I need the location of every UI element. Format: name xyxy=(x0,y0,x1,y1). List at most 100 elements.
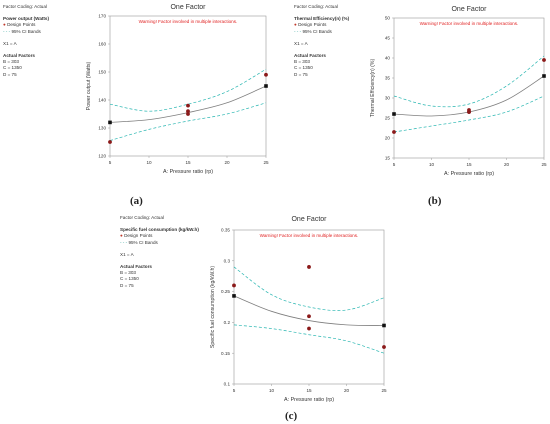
end-marker xyxy=(264,84,268,88)
factor-d: D = 75 xyxy=(3,71,17,77)
factor-c: C = 1350 xyxy=(120,276,139,282)
chart-title: One Factor xyxy=(170,4,206,11)
ci-upper-band xyxy=(393,55,545,108)
x-tick-label: 10 xyxy=(146,160,152,165)
design-point xyxy=(382,345,386,349)
y-tick-label: 150 xyxy=(98,70,106,75)
design-points-label: Design Points xyxy=(298,22,327,28)
factor-coding-label: Factor Coding: Actual xyxy=(120,215,164,220)
factor-b: B = 303 xyxy=(120,270,136,276)
design-point-icon: ● xyxy=(120,233,123,239)
design-points-label: Design Points xyxy=(7,22,36,28)
design-point xyxy=(186,103,190,108)
chart-thermal-efficiency: One Factor Warning! Factor involved in mu… xyxy=(370,6,547,177)
ci-upper-band xyxy=(109,68,267,112)
panel-letter-a: (a) xyxy=(130,195,143,207)
design-point xyxy=(186,112,190,116)
y-tick-label: 170 xyxy=(98,14,106,19)
factor-c: C = 1350 xyxy=(294,65,313,71)
x-axis-label: A: Pressure ratio (rp) xyxy=(444,171,494,177)
x-tick-label: 10 xyxy=(269,388,275,393)
x-axis-label: A: Pressure ratio (rp) xyxy=(163,169,213,175)
y-tick-label: 50 xyxy=(385,16,391,21)
plot-frame xyxy=(109,15,267,157)
x-tick-label: 5 xyxy=(233,388,236,393)
chart-specific-fuel-consumption: One Factor Warning! Factor involved in mu… xyxy=(210,216,387,403)
y-tick-label: 30 xyxy=(385,96,391,101)
fit-line xyxy=(233,295,385,326)
ci-lower-band xyxy=(393,95,545,133)
x-tick-label: 25 xyxy=(381,388,387,393)
factor-c: C = 1350 xyxy=(3,65,22,71)
ci-dash-icon: - - - xyxy=(3,28,11,34)
panel-letter-c: (c) xyxy=(285,410,298,422)
plot-frame xyxy=(393,17,545,159)
factor-b: B = 303 xyxy=(3,59,19,65)
y-tick-label: 25 xyxy=(385,116,391,121)
y-tick-label: 120 xyxy=(98,154,106,159)
factor-d: D = 75 xyxy=(294,71,308,77)
x-tick-label: 10 xyxy=(429,162,435,167)
x-tick-label: 20 xyxy=(344,388,350,393)
panel-letter-b: (b) xyxy=(428,195,442,207)
design-point xyxy=(392,130,396,134)
x1-label: X1 = A xyxy=(120,251,134,257)
y-tick-label: 0.2 xyxy=(224,320,231,325)
factor-coding-label: Factor Coding: Actual xyxy=(3,4,47,9)
y-axis-label: Thermal Efficiency(n) (%) xyxy=(370,59,376,118)
design-point xyxy=(307,314,311,319)
actual-factors-title: Actual Factors xyxy=(294,53,326,59)
design-point xyxy=(108,140,112,144)
end-marker xyxy=(232,294,236,298)
x-tick-label: 15 xyxy=(466,162,472,167)
x-tick-label: 20 xyxy=(224,160,230,165)
x-axis-label: A: Pressure ratio (rp) xyxy=(284,397,334,403)
warning-text: Warning! Factor involved in multiple int… xyxy=(420,21,519,26)
legend-panel-c: Factor Coding: Actual Specific fuel cons… xyxy=(120,215,199,289)
y-tick-label: 0.1 xyxy=(224,382,231,387)
design-point xyxy=(307,265,311,269)
y-tick-label: 45 xyxy=(385,36,391,41)
ci-bands-label: 95% CI Bands xyxy=(11,28,41,34)
y-tick-label: 0.35 xyxy=(221,228,230,233)
legend-panel-b: Factor Coding: Actual Thermal Efficiency… xyxy=(294,4,349,78)
y-tick-label: 0.15 xyxy=(221,351,230,356)
y-axis-label: Power output (Watts) xyxy=(86,61,92,110)
actual-factors-title: Actual Factors xyxy=(3,53,35,59)
warning-text: Warning! Factor involved in multiple int… xyxy=(260,233,359,238)
ci-lower-band xyxy=(233,324,385,354)
warning-text: Warning! Factor involved in multiple int… xyxy=(139,19,238,24)
x-tick-label: 20 xyxy=(504,162,510,167)
x-tick-label: 5 xyxy=(109,160,112,165)
end-marker xyxy=(392,112,396,116)
y-tick-label: 40 xyxy=(385,56,391,61)
chart-title: One Factor xyxy=(291,216,327,223)
ci-lower-band xyxy=(109,102,267,141)
response-name: Power output (Watts) xyxy=(3,16,50,22)
y-tick-label: 160 xyxy=(98,42,106,47)
x1-label: X1 = A xyxy=(3,40,17,46)
response-name: Specific fuel consumption (kg/kW.h) xyxy=(120,227,199,233)
y-tick-label: 0.25 xyxy=(221,289,230,294)
ci-bands-label: 95% CI Bands xyxy=(302,28,332,34)
y-axis-label: Specific fuel consumption (kg/kW.h) xyxy=(210,266,216,348)
design-point xyxy=(542,58,546,62)
ci-dash-icon: - - - xyxy=(120,239,128,245)
y-tick-label: 0.3 xyxy=(224,258,231,263)
y-tick-label: 15 xyxy=(385,156,391,161)
factor-b: B = 303 xyxy=(294,59,310,65)
legend-panel-a: Factor Coding: Actual Power output (Watt… xyxy=(3,4,49,78)
x1-label: X1 = A xyxy=(294,40,308,46)
end-marker xyxy=(542,74,546,78)
y-tick-label: 20 xyxy=(385,136,391,141)
y-tick-label: 130 xyxy=(98,126,106,131)
factor-coding-label: Factor Coding: Actual xyxy=(294,4,338,9)
ci-dash-icon: - - - xyxy=(294,28,302,34)
chart-title: One Factor xyxy=(451,6,487,13)
design-point xyxy=(264,72,268,77)
design-point xyxy=(307,326,311,331)
x-tick-label: 25 xyxy=(263,160,269,165)
end-marker xyxy=(382,323,386,328)
design-point-icon: ● xyxy=(294,22,297,28)
design-point xyxy=(467,110,471,114)
